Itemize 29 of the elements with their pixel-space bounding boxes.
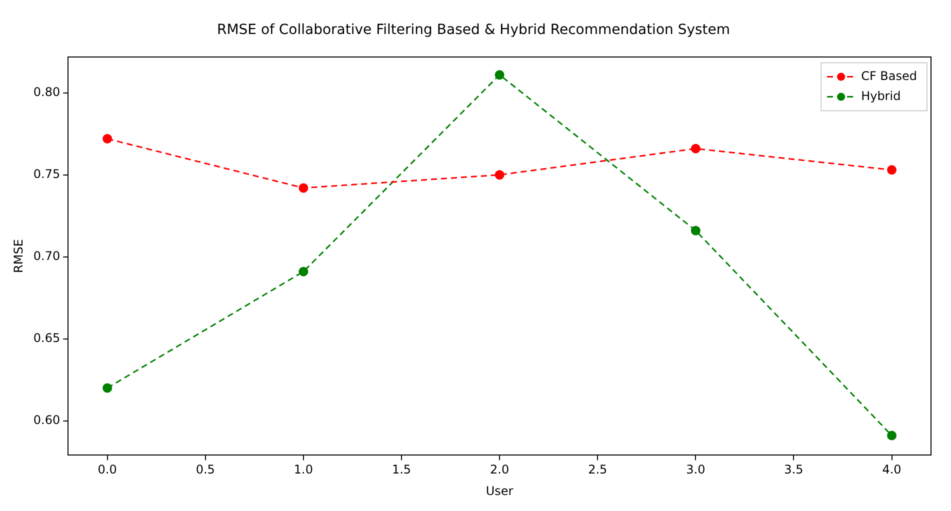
point [494, 170, 504, 180]
point [298, 266, 308, 276]
y-tick-label: 0.65 [33, 330, 60, 345]
point [887, 165, 897, 175]
y-tick-label: 0.75 [33, 166, 60, 181]
x-axis-title: User [486, 484, 514, 498]
point [690, 226, 700, 236]
point [494, 70, 504, 80]
point [887, 430, 897, 440]
legend-label: Hybrid [861, 88, 901, 103]
y-tick-label: 0.70 [33, 248, 60, 263]
x-tick-label: 2.0 [490, 462, 510, 477]
point [102, 383, 112, 393]
x-tick-label: 0.0 [98, 462, 117, 477]
point [102, 134, 112, 144]
point [690, 144, 700, 154]
y-tick-label: 0.60 [33, 412, 60, 427]
y-axis-title: RMSE [11, 239, 26, 273]
x-tick-label: 1.0 [294, 462, 313, 477]
x-tick-label: 4.0 [882, 462, 902, 477]
point [298, 183, 308, 193]
x-tick-label: 3.0 [686, 462, 706, 477]
x-tick-label: 2.5 [588, 462, 608, 477]
x-tick-label: 3.5 [784, 462, 804, 477]
legend-label: CF Based [861, 68, 918, 83]
x-tick-label: 1.5 [392, 462, 412, 477]
x-tick-label: 0.5 [196, 462, 215, 477]
y-tick-label: 0.80 [33, 84, 60, 99]
chart-title: RMSE of Collaborative Filtering Based & Hybrid Recommendation System [216, 22, 730, 38]
